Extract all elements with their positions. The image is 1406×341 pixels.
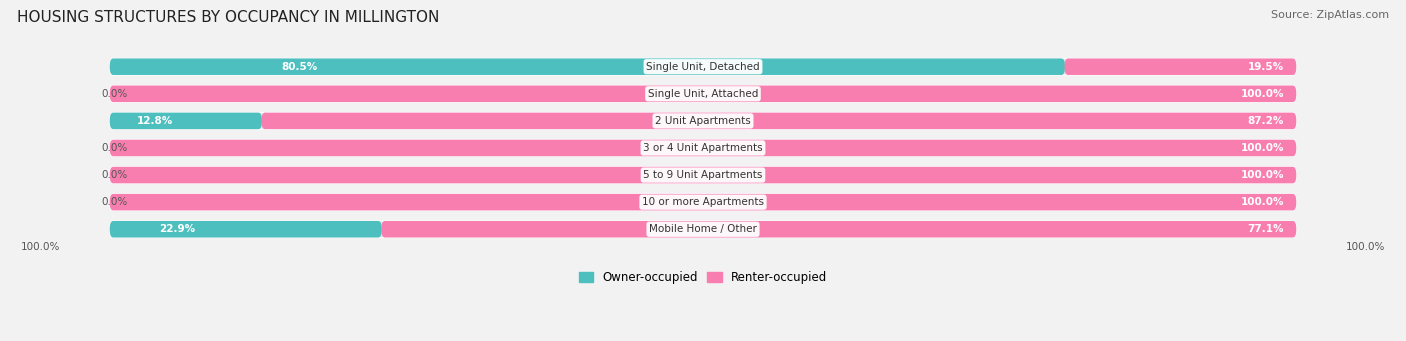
Text: 100.0%: 100.0% (1240, 170, 1284, 180)
Text: 77.1%: 77.1% (1247, 224, 1284, 234)
FancyBboxPatch shape (110, 167, 1296, 183)
Text: 22.9%: 22.9% (159, 224, 195, 234)
FancyBboxPatch shape (110, 194, 1296, 210)
FancyBboxPatch shape (262, 113, 1296, 129)
Text: 10 or more Apartments: 10 or more Apartments (643, 197, 763, 207)
Text: Mobile Home / Other: Mobile Home / Other (650, 224, 756, 234)
FancyBboxPatch shape (381, 221, 1296, 238)
FancyBboxPatch shape (110, 221, 381, 238)
Text: 87.2%: 87.2% (1249, 116, 1284, 126)
Text: 80.5%: 80.5% (281, 62, 318, 72)
FancyBboxPatch shape (1064, 58, 1296, 75)
Text: 100.0%: 100.0% (1240, 89, 1284, 99)
Text: 2 Unit Apartments: 2 Unit Apartments (655, 116, 751, 126)
FancyBboxPatch shape (110, 113, 1296, 129)
Text: 100.0%: 100.0% (1346, 242, 1385, 252)
Text: 0.0%: 0.0% (101, 170, 128, 180)
FancyBboxPatch shape (110, 167, 1296, 183)
FancyBboxPatch shape (110, 86, 1296, 102)
Text: 100.0%: 100.0% (1240, 143, 1284, 153)
FancyBboxPatch shape (110, 86, 1296, 102)
FancyBboxPatch shape (110, 113, 262, 129)
FancyBboxPatch shape (110, 140, 1296, 156)
Text: Single Unit, Attached: Single Unit, Attached (648, 89, 758, 99)
FancyBboxPatch shape (110, 140, 1296, 156)
Text: 100.0%: 100.0% (21, 242, 60, 252)
Text: 5 to 9 Unit Apartments: 5 to 9 Unit Apartments (644, 170, 762, 180)
Text: HOUSING STRUCTURES BY OCCUPANCY IN MILLINGTON: HOUSING STRUCTURES BY OCCUPANCY IN MILLI… (17, 10, 439, 25)
Text: 12.8%: 12.8% (138, 116, 173, 126)
FancyBboxPatch shape (110, 221, 1296, 238)
FancyBboxPatch shape (110, 194, 1296, 210)
Text: Source: ZipAtlas.com: Source: ZipAtlas.com (1271, 10, 1389, 20)
Text: 0.0%: 0.0% (101, 197, 128, 207)
Text: 0.0%: 0.0% (101, 143, 128, 153)
Text: 3 or 4 Unit Apartments: 3 or 4 Unit Apartments (643, 143, 763, 153)
Text: 19.5%: 19.5% (1249, 62, 1284, 72)
Text: 100.0%: 100.0% (1240, 197, 1284, 207)
Legend: Owner-occupied, Renter-occupied: Owner-occupied, Renter-occupied (579, 271, 827, 284)
Text: 0.0%: 0.0% (101, 89, 128, 99)
Text: Single Unit, Detached: Single Unit, Detached (647, 62, 759, 72)
FancyBboxPatch shape (110, 58, 1296, 75)
FancyBboxPatch shape (110, 58, 1064, 75)
